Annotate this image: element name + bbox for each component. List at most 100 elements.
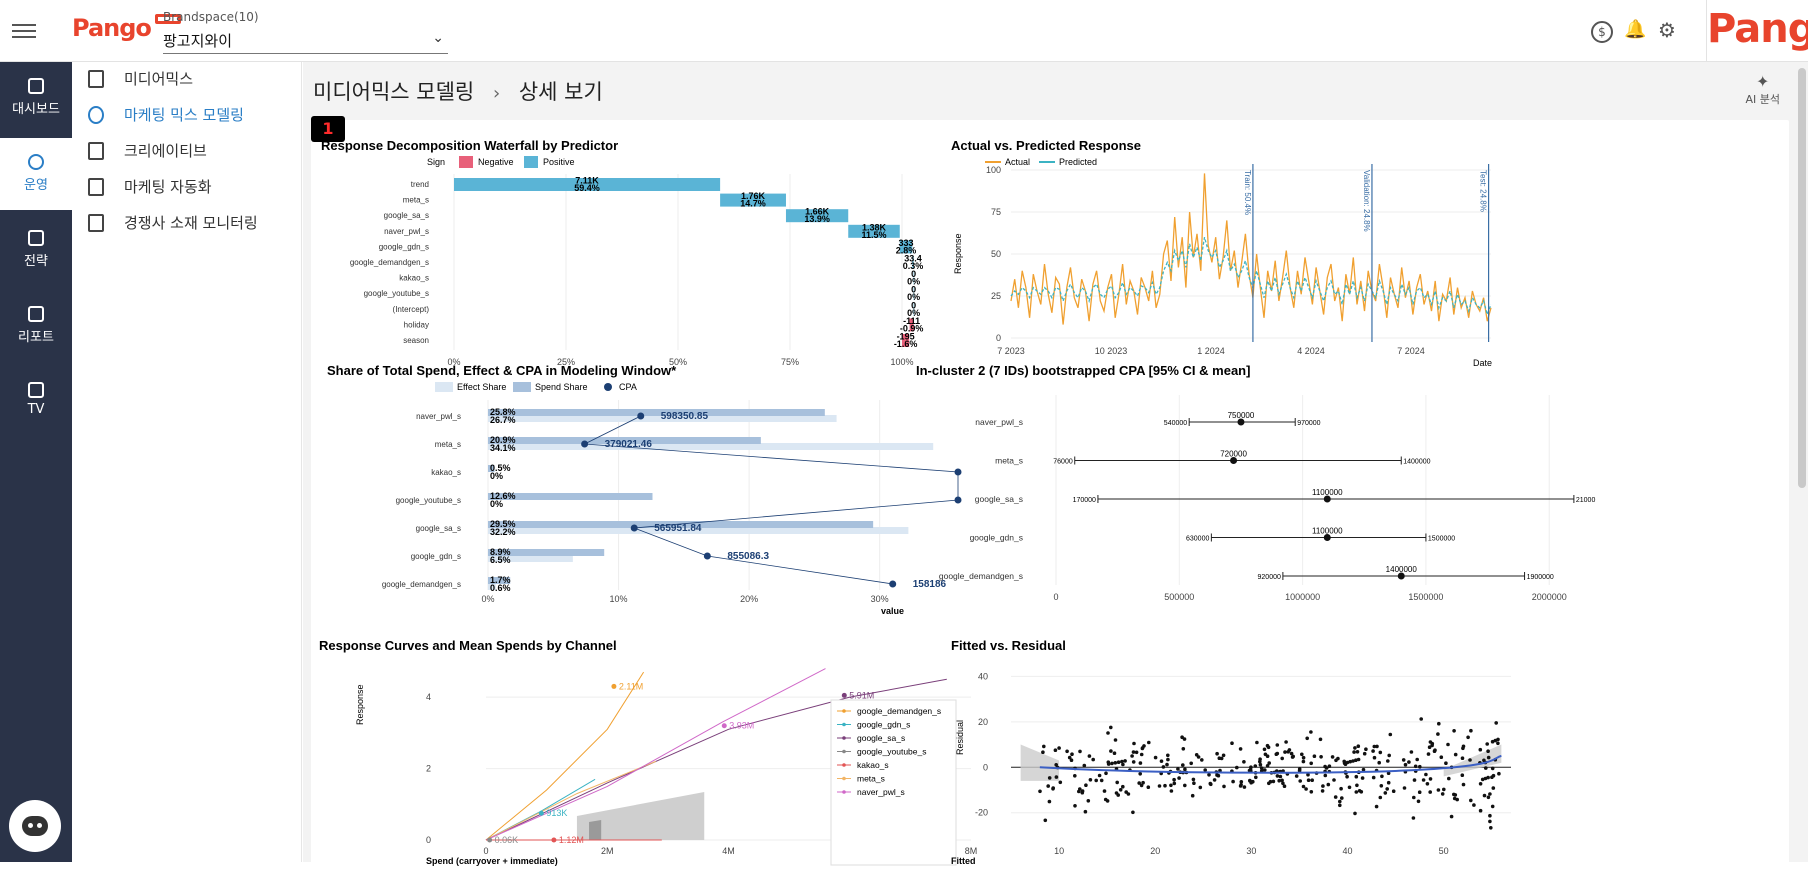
share-spend-label: 20.9%	[490, 435, 516, 445]
nav-dashboard[interactable]: 대시보드	[0, 62, 72, 134]
resid-point	[1417, 790, 1422, 794]
scrollbar[interactable]	[1798, 68, 1806, 488]
cpa-ci-mean-label: 1100000	[1312, 527, 1343, 536]
resid-point	[1271, 779, 1276, 784]
cpa-ci-category-label: meta_s	[995, 456, 1023, 466]
resid-point	[1278, 774, 1283, 779]
resid-point	[1238, 747, 1243, 751]
resid-point	[1183, 783, 1187, 788]
bell-icon[interactable]: 🔔	[1624, 19, 1647, 40]
chatbot-button[interactable]	[9, 800, 61, 852]
nav-report[interactable]: 리포트	[0, 290, 72, 362]
resid-point	[1377, 760, 1381, 765]
resid-point	[1407, 760, 1411, 764]
ai-analysis-button[interactable]: ✦ AI 분석	[1745, 72, 1780, 106]
resid-point	[1497, 771, 1501, 776]
nav-tv[interactable]: TV	[0, 366, 72, 438]
resid-point	[1191, 777, 1196, 782]
waterfall-x-tick: 0%	[447, 357, 460, 367]
resid-point	[1409, 750, 1414, 754]
submenu-automation[interactable]: 마케팅 자동화	[88, 176, 212, 202]
top-divider	[1706, 0, 1707, 62]
resid-point	[1310, 778, 1314, 782]
waterfall-value-label: 0	[911, 285, 916, 295]
dashboard-icon	[28, 78, 44, 94]
curves-x-tick: 4M	[722, 846, 735, 856]
avp-x-tick: 1 2024	[1197, 346, 1225, 356]
resid-point	[1469, 728, 1473, 733]
share-spend-bar	[488, 409, 825, 416]
submenu-creative[interactable]: 크리에이티브	[88, 140, 207, 166]
resid-point	[1348, 759, 1352, 764]
resid-point	[1345, 760, 1350, 765]
share-spend-bar	[488, 437, 761, 444]
breadcrumb-parent[interactable]: 미디어믹스 모델링	[313, 80, 475, 104]
resid-point	[1428, 740, 1433, 744]
brandspace-select[interactable]: 팡고지와이 ⌄	[163, 28, 448, 54]
submenu-mmm[interactable]: 마케팅 믹스 모델링	[88, 104, 244, 130]
resid-point	[1104, 771, 1108, 776]
resid-point	[1403, 762, 1408, 767]
gear-icon[interactable]: ⚙	[1658, 18, 1676, 42]
waterfall-pct-label: 0%	[907, 292, 920, 302]
resid-point	[1484, 766, 1488, 770]
resid-point	[1139, 783, 1144, 788]
resid-point	[1181, 747, 1186, 751]
resid-x-tick: 30	[1246, 846, 1256, 856]
cpa-ci-mean-label: 1400000	[1386, 565, 1418, 574]
report-card: Response Decomposition Waterfall by Pred…	[311, 120, 1789, 880]
resid-point	[1305, 736, 1309, 741]
resid-point	[1387, 753, 1391, 758]
resid-point	[1460, 773, 1465, 777]
resid-point	[1364, 747, 1368, 751]
resid-point	[1318, 737, 1323, 742]
waterfall-category-label: google_sa_s	[384, 211, 429, 220]
resid-point	[1383, 791, 1388, 795]
avp-x-label: Date	[1473, 358, 1492, 368]
submenu-competitor[interactable]: 경쟁사 소재 모니터링	[88, 212, 258, 238]
resid-point	[1362, 751, 1367, 756]
dollar-icon[interactable]: $	[1591, 21, 1613, 43]
waterfall-pct-label: 2.8%	[896, 245, 917, 255]
avp-title: Actual vs. Predicted Response	[951, 138, 1141, 153]
waterfall-legend-positive-label: Positive	[543, 157, 575, 167]
resid-point	[1153, 755, 1158, 760]
resid-point	[1042, 744, 1046, 749]
resid-point	[1486, 755, 1491, 760]
resid-point	[1333, 795, 1338, 799]
waterfall-value-label: 0	[911, 300, 916, 310]
nav-operation[interactable]: 운영	[0, 138, 72, 210]
avp-legend-predicted-label: Predicted	[1059, 157, 1097, 167]
tv-icon	[28, 382, 44, 398]
avp-split-label: Train: 50.4%	[1243, 170, 1252, 215]
resid-point	[1138, 761, 1143, 765]
resid-point	[1483, 776, 1488, 781]
resid-point	[1265, 743, 1270, 748]
cpa-ci-category-label: google_demandgen_s	[939, 571, 1023, 581]
resid-point	[1472, 803, 1476, 807]
resid-point	[1478, 782, 1483, 786]
share-cpa-label: 565951.84	[654, 523, 702, 534]
submenu-media-mix[interactable]: 미디어믹스	[88, 68, 193, 94]
waterfall-x-tick: 50%	[669, 357, 687, 367]
resid-point	[1442, 787, 1446, 792]
resid-point	[1491, 786, 1496, 790]
resid-point	[1166, 757, 1170, 762]
waterfall-x-tick: 100%	[890, 357, 913, 367]
waterfall-bar	[909, 318, 914, 332]
cpa-ci-x-tick: 1000000	[1285, 592, 1320, 602]
resid-point	[1312, 754, 1317, 758]
curves-legend-box	[830, 699, 957, 866]
cpa-ci-high-label: 1900000	[1527, 574, 1554, 581]
waterfall-bar	[899, 240, 913, 254]
resid-point	[1198, 785, 1203, 790]
resid-point	[1120, 759, 1124, 764]
app-logo[interactable]: Pango	[72, 14, 181, 42]
resid-point	[1116, 793, 1120, 797]
nav-strategy[interactable]: 전략	[0, 214, 72, 286]
hamburger-menu-icon[interactable]	[12, 20, 36, 42]
resid-point	[1209, 782, 1213, 787]
resid-point	[1478, 808, 1483, 813]
share-category-label: google_demandgen_s	[382, 580, 461, 589]
resid-point	[1323, 773, 1328, 778]
